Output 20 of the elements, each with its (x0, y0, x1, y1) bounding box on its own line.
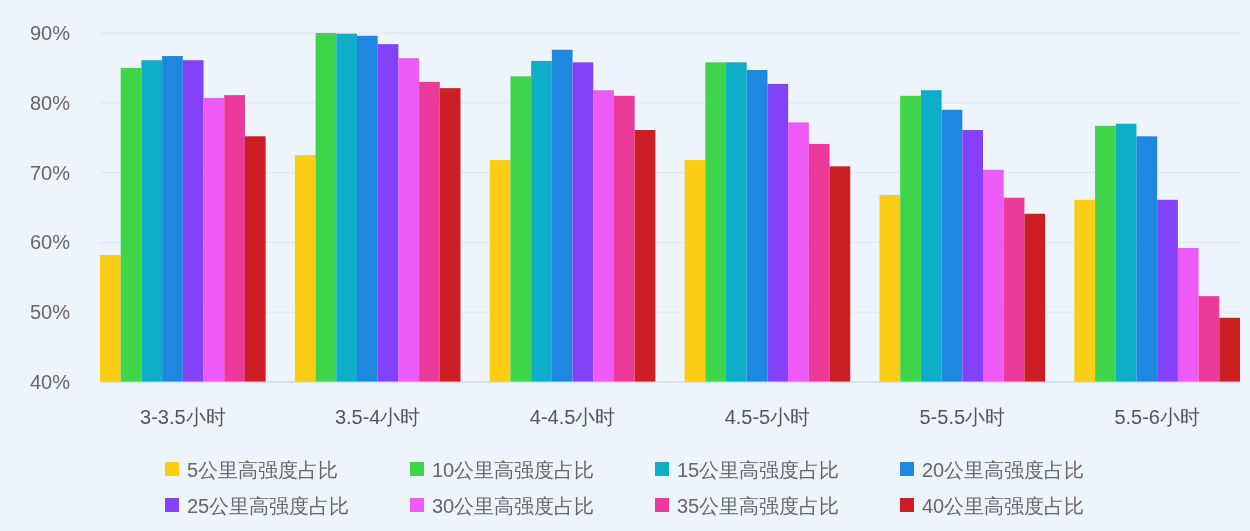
x-tick-label: 4-4.5小时 (529, 406, 616, 428)
legend-label: 10公里高强度占比 (432, 459, 595, 481)
x-tick-label: 4.5-5小时 (724, 406, 811, 428)
legend-label: 5公里高强度占比 (187, 459, 339, 481)
legend-label: 40公里高强度占比 (922, 495, 1085, 517)
legend-label: 25公里高强度占比 (187, 495, 350, 517)
y-tick-label: 60% (29, 231, 71, 254)
y-tick-label: 90% (29, 22, 71, 44)
x-tick-label: 5-5.5小时 (919, 406, 1006, 428)
legend-label: 30公里高强度占比 (432, 495, 595, 517)
legend-label: 35公里高强度占比 (677, 495, 840, 517)
legend-label: 20公里高强度占比 (922, 459, 1085, 481)
legend-label: 15公里高强度占比 (677, 459, 840, 481)
x-tick-label: 3-3.5小时 (140, 406, 226, 428)
x-tick-label: 5.5-6小时 (1114, 406, 1200, 428)
y-tick-label: 40% (29, 371, 71, 393)
x-tick-label: 3.5-4小时 (334, 406, 421, 428)
y-tick-label: 50% (29, 301, 71, 324)
y-tick-label: 80% (29, 91, 71, 114)
y-tick-label: 70% (29, 161, 71, 184)
